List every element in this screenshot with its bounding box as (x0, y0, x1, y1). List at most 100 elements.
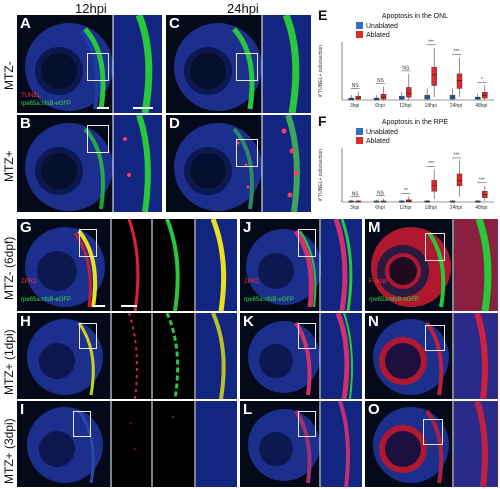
zoom-box-K (298, 323, 316, 349)
zoom-box-I (73, 411, 91, 437)
chart-title: Apoptosis in the ONL (382, 13, 448, 20)
box (380, 93, 387, 100)
panel-O: O (365, 401, 498, 487)
micrograph-L (240, 401, 362, 487)
scale-bar-G2 (121, 305, 137, 307)
chart-E-svg: E Apoptosis in the ONL Unablated Ablated # … (318, 8, 494, 109)
stain-label-zpr2: ZPR2 (21, 279, 37, 285)
zoom-box-H (79, 323, 97, 349)
panel-label-N: N (368, 313, 379, 330)
panel-N: N (365, 313, 498, 399)
panel-H: H (17, 313, 237, 399)
x-tick-label: 24hpi (450, 205, 462, 211)
panel-G: G ZPR2 rpe65a:nfsB-eGFP (17, 219, 237, 311)
stain-label-tunel: TUNEL (21, 93, 41, 99)
x-tick-label: 12hpi (399, 103, 411, 109)
column-label-12hpi: 12hpi (75, 1, 107, 16)
row-label-mtz-minus-6dpf: MTZ- (6dpf) (2, 236, 16, 300)
significance-label: NS (377, 190, 385, 196)
zoom-box-L (298, 411, 316, 437)
significance-label: *** (428, 161, 434, 167)
scale-bar-A2 (133, 107, 153, 109)
significance-label: NS (352, 83, 360, 89)
stain-label-rpe65a-gfp: rpe65a:nfsB-eGFP (21, 101, 72, 107)
panel-C: C (166, 15, 311, 113)
significance-label: *** (454, 152, 460, 158)
x-tick-label: 12hpi (399, 205, 411, 211)
chart-E: E Apoptosis in the ONL Unablated Ablated # … (316, 8, 498, 112)
panel-label-D: D (169, 115, 180, 132)
micrograph-G (17, 219, 237, 311)
x-tick-label: 24hpi (450, 103, 462, 109)
x-tick-label: 6hpi (375, 205, 384, 211)
panel-label-C: C (169, 15, 180, 32)
stain-label-zpr1: ZPR1 (244, 279, 260, 285)
micrograph-N (365, 313, 498, 399)
panel-A: A TUNEL rpe65a:nfsB-eGFP (17, 15, 162, 113)
zoom-box-J (298, 229, 316, 257)
significance-label: NS (352, 191, 360, 197)
scale-bar-G1 (93, 305, 105, 307)
significance-label: *** (428, 39, 434, 45)
micrograph-B (17, 115, 162, 212)
panel-I: I (17, 401, 237, 487)
stain-label-f-actin: F-actin (369, 279, 388, 285)
panel-L: L (240, 401, 362, 487)
box (456, 73, 463, 89)
box (399, 95, 405, 100)
zoom-box-O (423, 419, 443, 445)
stain-label-rpe65a-gfp-g: rpe65a:nfsB-eGFP (21, 297, 72, 303)
scale-bar-A1 (97, 107, 109, 109)
x-tick-label: 18hpi (425, 205, 437, 211)
panel-label-M: M (368, 219, 381, 236)
significance-label: *** (479, 177, 485, 183)
panel-B: B (17, 115, 162, 212)
x-tick-label: 3hpi (350, 103, 359, 109)
panel-M: M F-actin rpe65a:nfsB-eGFP (365, 219, 498, 311)
zoom-box-A (87, 53, 109, 81)
panel-label-I: I (20, 401, 25, 418)
micrograph-A (17, 15, 162, 113)
zoom-box-N (425, 325, 445, 351)
micrograph-M (365, 219, 498, 311)
row-label-mtz-minus: MTZ- (2, 61, 16, 90)
panel-label-L: L (243, 401, 253, 418)
legend-label: Ablated (366, 32, 390, 39)
row-label-mtz-plus: MTZ+ (2, 150, 16, 182)
panel-label-E: E (318, 8, 327, 23)
legend-label: Ablated (366, 138, 390, 145)
chart-title: Apoptosis in the RPE (382, 119, 448, 126)
significance-label: NS (402, 65, 410, 71)
legend-swatch (356, 22, 363, 29)
micrograph-J (240, 219, 362, 311)
x-tick-label: 18hpi (425, 103, 437, 109)
x-tick-label: 6hpi (375, 103, 384, 109)
significance-label: * (481, 77, 483, 83)
stain-label-rpe65a-gfp-j: rpe65a:nfsB-eGFP (244, 297, 295, 303)
micrograph-O (365, 401, 498, 487)
chart-F: F Apoptosis in the RPE Unablated Ablated # … (316, 114, 498, 214)
row-label-mtz-plus-1dpi: MTZ+ (1dpi) (2, 329, 16, 395)
panel-label-J: J (243, 219, 252, 236)
legend-swatch (356, 137, 363, 144)
box (355, 95, 361, 100)
micrograph-H (17, 313, 237, 399)
panel-D: D (166, 115, 311, 212)
micrograph-D (166, 115, 311, 212)
y-axis-label: # TUNEL+ cells/section (318, 45, 324, 97)
zoom-box-M (425, 233, 445, 261)
legend-label: Unablated (366, 129, 398, 136)
x-tick-label: 3hpi (350, 205, 359, 211)
micrograph-I (17, 401, 237, 487)
zoom-box-D (236, 139, 258, 167)
panel-label-O: O (368, 401, 380, 418)
legend-swatch (356, 128, 363, 135)
box (406, 87, 412, 98)
panel-label-K: K (243, 313, 254, 330)
micrograph-K (240, 313, 362, 399)
zoom-box-C (236, 53, 258, 81)
panel-J: J ZPR1 rpe65a:nfsB-eGFP (240, 219, 362, 311)
row-label-mtz-plus-3dpi: MTZ+ (3dpi) (2, 418, 16, 484)
box (431, 66, 437, 86)
zoom-box-G (79, 229, 97, 257)
